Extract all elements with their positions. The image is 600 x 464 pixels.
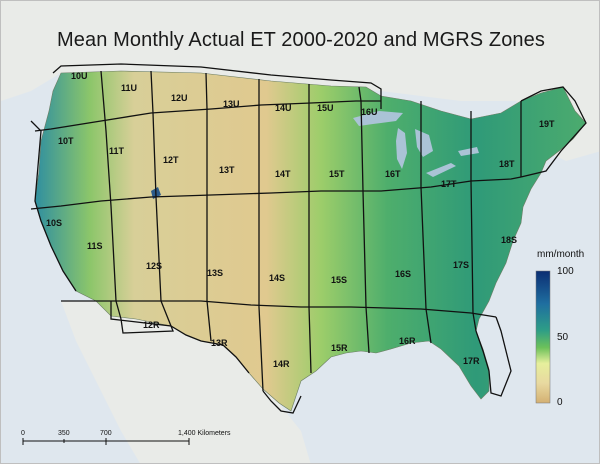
canada-land xyxy=(1,1,599,161)
zone-label-17s: 17S xyxy=(453,260,469,270)
zone-label-15u: 15U xyxy=(317,103,334,113)
mgrs-grid xyxy=(30,63,587,414)
mexico-land xyxy=(61,301,311,463)
zone-label-11s: 11S xyxy=(87,241,103,251)
great-lake-michigan xyxy=(396,128,407,169)
great-lake-huron xyxy=(415,129,433,157)
zone-label-13u: 13U xyxy=(223,99,240,109)
legend-color-ramp xyxy=(535,270,551,404)
great-lake-superior xyxy=(353,111,403,126)
scale-bar: 0 350 700 1,400 Kilometers xyxy=(21,430,231,445)
zone-label-11u: 11U xyxy=(121,83,137,93)
zone-label-17r: 17R xyxy=(463,356,480,366)
zone-label-13r: 13R xyxy=(211,338,228,348)
zone-label-16s: 16S xyxy=(395,269,411,279)
zone-label-16r: 16R xyxy=(399,336,416,346)
zone-label-17t: 17T xyxy=(441,179,457,189)
zone-label-12s: 12S xyxy=(146,261,162,271)
legend-max: 100 xyxy=(557,266,574,277)
scale-tick-0: 0 xyxy=(21,430,25,437)
zone-label-19t: 19T xyxy=(539,119,555,129)
zone-label-13t: 13T xyxy=(219,165,235,175)
zone-label-18t: 18T xyxy=(499,159,515,169)
zone-label-10s: 10S xyxy=(46,218,62,228)
zone-label-13s: 13S xyxy=(207,268,223,278)
zone-labels: 10U 11U 12U 13U 14U 15U 16U 19T 10T 11T 12T 13T 14T 1… xyxy=(46,71,555,369)
zone-label-15t: 15T xyxy=(329,169,345,179)
zone-label-18s: 18S xyxy=(501,235,517,245)
zone-label-14t: 14T xyxy=(275,169,291,179)
map-title: Mean Monthly Actual ET 2000-2020 and MGR… xyxy=(57,29,545,51)
zone-label-15s: 15S xyxy=(331,275,347,285)
zone-label-11t: 11T xyxy=(109,146,125,156)
zone-label-10t: 10T xyxy=(58,136,74,146)
scale-tick-700: 700 xyxy=(100,430,112,437)
legend-mid: 50 xyxy=(557,332,569,343)
legend-unit: mm/month xyxy=(537,249,585,260)
zone-label-14r: 14R xyxy=(273,359,290,369)
zone-label-12r: 12R xyxy=(143,320,160,330)
zone-label-12t: 12T xyxy=(163,155,179,165)
zone-label-12u: 12U xyxy=(171,93,188,103)
zone-label-15r: 15R xyxy=(331,343,348,353)
scale-tick-1400: 1,400 Kilometers xyxy=(178,430,231,437)
zone-label-16t: 16T xyxy=(385,169,401,179)
zone-label-16u: 16U xyxy=(361,107,378,117)
great-lake-ontario xyxy=(458,147,479,156)
zone-label-14u: 14U xyxy=(275,103,292,113)
legend-min: 0 xyxy=(557,397,563,408)
zone-label-14s: 14S xyxy=(269,273,285,283)
scale-tick-350: 350 xyxy=(58,430,70,437)
great-lake-erie xyxy=(426,163,456,177)
zone-label-10u: 10U xyxy=(71,71,88,81)
